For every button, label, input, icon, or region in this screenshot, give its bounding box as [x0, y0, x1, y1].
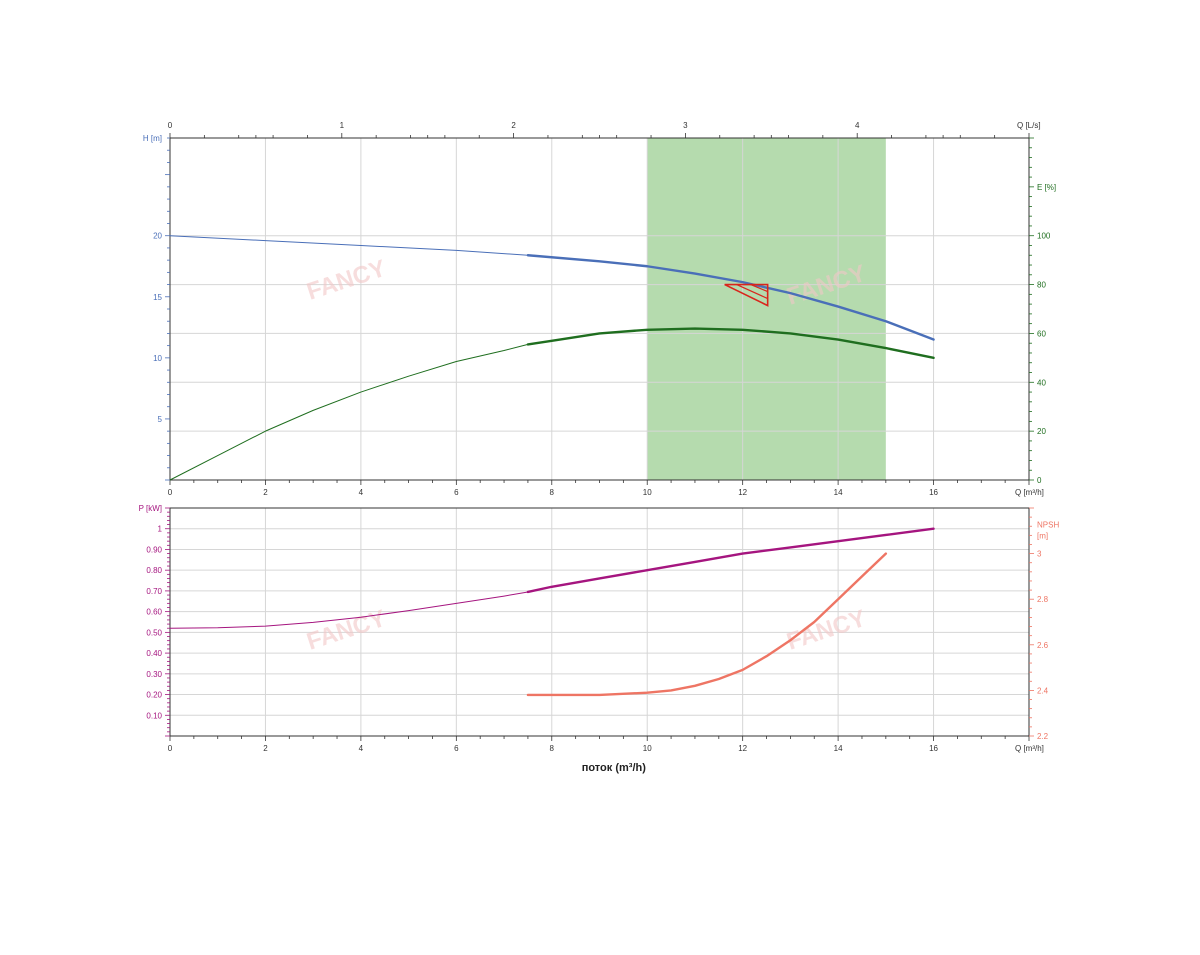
- power-axis-label: P [kW]: [139, 504, 162, 513]
- right-axis-tick-label: 2.4: [1037, 686, 1049, 695]
- watermark-logo: FANCY: [304, 255, 390, 306]
- x-axis-tick-label: 2: [263, 744, 268, 753]
- bottom-panel-frame: [169, 507, 1030, 737]
- x-axis-unit-label: Q [m³/h]: [1015, 488, 1044, 497]
- watermark-logo: FANCY: [304, 605, 390, 656]
- top-axis-tick-label: 4: [855, 121, 860, 130]
- left-axis-tick-label: 15: [153, 293, 162, 302]
- x-axis-tick-label: 10: [643, 488, 652, 497]
- top-axis-unit-label: Q [L/s]: [1017, 121, 1041, 130]
- right-axis-tick-label: 80: [1037, 281, 1046, 290]
- x-axis-tick-label: 16: [929, 488, 938, 497]
- right-axis-tick-label: 40: [1037, 378, 1046, 387]
- left-axis-tick-label: 1: [158, 525, 163, 534]
- x-axis-tick-label: 6: [454, 744, 459, 753]
- watermark-logo: FANCY: [784, 605, 870, 656]
- x-axis-tick-label: 6: [454, 488, 459, 497]
- left-axis-tick-label: 10: [153, 354, 162, 363]
- right-axis-tick-label: 100: [1037, 232, 1051, 241]
- x-axis-tick-label: 14: [834, 488, 843, 497]
- x-axis-tick-label: 0: [168, 744, 173, 753]
- left-axis-tick-label: 0.50: [146, 628, 162, 637]
- left-axis-tick-label: 0.60: [146, 608, 162, 617]
- npsh-curve: [526, 552, 888, 697]
- right-axis-tick-label: 20: [1037, 427, 1046, 436]
- right-axis-tick-label: 0: [1037, 476, 1042, 485]
- x-axis-unit-label: Q [m³/h]: [1015, 744, 1044, 753]
- efficiency-curve: [526, 327, 935, 360]
- left-axis-tick-label: 0.10: [146, 711, 162, 720]
- power-curve-extended: [169, 591, 529, 629]
- x-axis-tick-label: 8: [550, 744, 555, 753]
- right-axis-tick-label: 2.6: [1037, 641, 1049, 650]
- duty-point-hatch: [736, 284, 768, 300]
- top-axis-tick-label: 3: [683, 121, 688, 130]
- x-axis-tick-label: 4: [359, 744, 364, 753]
- x-axis-tick-label: 12: [738, 488, 747, 497]
- x-axis-tick-label: 16: [929, 744, 938, 753]
- left-axis-tick-label: 5: [158, 415, 163, 424]
- duty-point-marker: [724, 283, 769, 307]
- left-axis-tick-label: 0.90: [146, 545, 162, 554]
- head-axis-label: H [m]: [143, 134, 162, 143]
- duty-point-hatch: [750, 284, 768, 293]
- power-curve: [526, 527, 935, 594]
- right-axis-tick-label: 3: [1037, 550, 1042, 559]
- efficiency-curve-extended: [169, 343, 529, 481]
- head-curve-extended: [169, 235, 528, 256]
- left-axis-tick-label: 20: [153, 232, 162, 241]
- x-axis-tick-label: 14: [834, 744, 843, 753]
- npsh-axis-label: NPSH: [1037, 521, 1059, 530]
- x-axis-tick-label: 2: [263, 488, 268, 497]
- efficiency-axis-label: E [%]: [1037, 183, 1056, 192]
- x-axis-title: поток (m³/h): [582, 762, 646, 774]
- right-axis-tick-label: 60: [1037, 329, 1046, 338]
- top-axis-tick-label: 1: [340, 121, 345, 130]
- left-axis-tick-label: 0.70: [146, 587, 162, 596]
- x-axis-tick-label: 8: [550, 488, 555, 497]
- top-axis-tick-label: 2: [511, 121, 516, 130]
- right-axis-tick-label: 2.8: [1037, 595, 1049, 604]
- left-axis-tick-label: 0.80: [146, 566, 162, 575]
- npsh-axis-unit: [m]: [1037, 532, 1048, 541]
- head-curve: [526, 254, 935, 341]
- x-axis-tick-label: 10: [643, 744, 652, 753]
- left-axis-tick-label: 0.40: [146, 649, 162, 658]
- x-axis-tick-label: 0: [168, 488, 173, 497]
- top-axis-tick-label: 0: [168, 121, 173, 130]
- x-axis-tick-label: 4: [359, 488, 364, 497]
- x-axis-tick-label: 12: [738, 744, 747, 753]
- right-axis-tick-label: 2.2: [1037, 732, 1049, 741]
- left-axis-tick-label: 0.30: [146, 670, 162, 679]
- left-axis-tick-label: 0.20: [146, 691, 162, 700]
- top-panel-frame: [169, 137, 1030, 481]
